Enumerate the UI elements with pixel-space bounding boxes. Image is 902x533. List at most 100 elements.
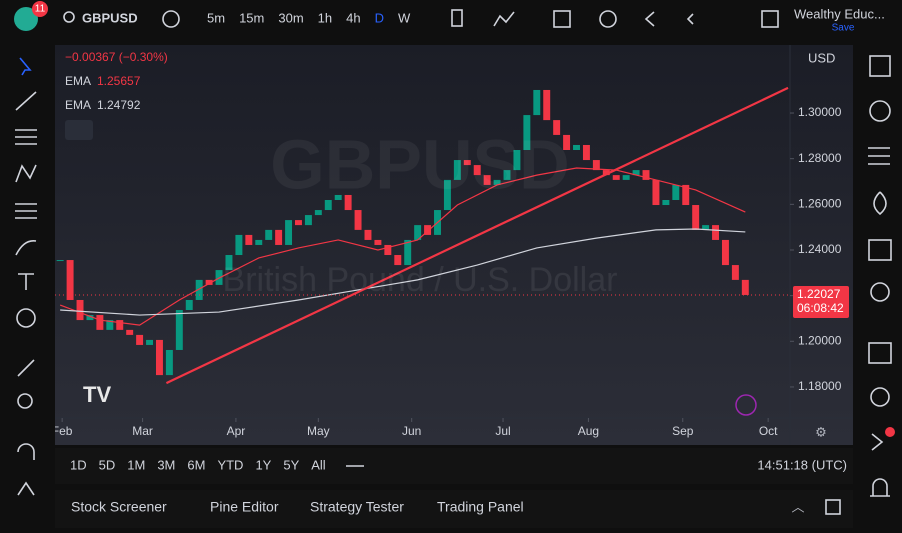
range-button[interactable]: 3M bbox=[157, 457, 175, 472]
undo[interactable] bbox=[686, 13, 694, 25]
x-tick-label: Oct bbox=[759, 424, 778, 438]
hotlist[interactable] bbox=[873, 191, 887, 216]
y-tick-label: 1.30000 bbox=[798, 105, 842, 119]
search-icon[interactable] bbox=[63, 11, 75, 23]
range-button[interactable]: 5D bbox=[99, 457, 116, 472]
interval[interactable]: 30m bbox=[278, 10, 303, 25]
logo[interactable] bbox=[14, 7, 38, 31]
candle-body bbox=[285, 220, 293, 245]
candle-body bbox=[116, 320, 124, 330]
notifications[interactable] bbox=[871, 433, 884, 451]
candle-body bbox=[76, 299, 84, 321]
save[interactable]: Save bbox=[832, 23, 855, 34]
candle-body bbox=[741, 279, 749, 295]
ema-value: 1.25657 bbox=[97, 74, 141, 88]
candle-body bbox=[652, 179, 660, 206]
interval[interactable]: W bbox=[398, 10, 411, 25]
interval[interactable]: 15m bbox=[239, 10, 264, 25]
icon-tool[interactable] bbox=[16, 308, 36, 328]
range-button[interactable]: 5Y bbox=[283, 457, 299, 472]
calendar[interactable] bbox=[868, 239, 892, 261]
panel-tab[interactable]: Strategy Tester bbox=[310, 499, 404, 515]
replay-icon[interactable] bbox=[644, 11, 655, 27]
projection-tool[interactable] bbox=[15, 203, 37, 219]
text-tool[interactable] bbox=[18, 273, 34, 290]
alerts[interactable] bbox=[869, 100, 891, 122]
range-button[interactable]: 6M bbox=[187, 457, 205, 472]
lock-tool[interactable] bbox=[17, 481, 35, 496]
change: −0.00367 (−0.30%) bbox=[65, 50, 168, 64]
range-button[interactable]: 1D bbox=[70, 457, 87, 472]
candle-body bbox=[543, 89, 551, 121]
y-tick-label: 1.20000 bbox=[798, 333, 842, 347]
candle-body bbox=[265, 229, 273, 240]
range-button[interactable]: All bbox=[311, 457, 326, 472]
collapse-legend[interactable] bbox=[65, 120, 93, 140]
candle-body bbox=[96, 315, 104, 330]
candle-body bbox=[146, 339, 154, 345]
x-tick-label: May bbox=[307, 424, 330, 438]
candle-body bbox=[86, 315, 94, 321]
right-toolbar bbox=[868, 55, 892, 497]
account[interactable]: Wealthy Educ... bbox=[794, 6, 885, 21]
settings[interactable]: ⚙ bbox=[815, 424, 827, 439]
interval[interactable]: 1h bbox=[318, 10, 332, 25]
badge bbox=[32, 1, 48, 17]
x-tick-label: Aug bbox=[578, 424, 599, 438]
fullscreen[interactable] bbox=[761, 10, 779, 28]
range-button[interactable]: 1M bbox=[127, 457, 145, 472]
help[interactable] bbox=[870, 387, 890, 407]
candle-body bbox=[374, 239, 382, 245]
ema-line bbox=[59, 167, 746, 326]
trend-tool[interactable] bbox=[15, 91, 37, 111]
ideas[interactable] bbox=[870, 282, 890, 302]
y-tick-label: 1.24000 bbox=[798, 242, 842, 256]
watchlist[interactable] bbox=[869, 55, 891, 77]
cursor-tool[interactable] bbox=[19, 57, 32, 76]
ai-assistant[interactable] bbox=[868, 342, 892, 364]
interval[interactable]: 4h bbox=[346, 10, 360, 25]
candle-body bbox=[404, 239, 412, 266]
candle-body bbox=[582, 144, 590, 161]
indicators-icon[interactable] bbox=[493, 11, 515, 27]
candle-body bbox=[225, 255, 233, 271]
symbol[interactable]: GBPUSD bbox=[82, 10, 138, 25]
trend-line bbox=[165, 86, 789, 385]
interval[interactable]: D bbox=[375, 10, 384, 25]
zoom-tool[interactable] bbox=[17, 393, 33, 409]
pattern-tool[interactable] bbox=[15, 164, 37, 183]
candle-body bbox=[364, 229, 372, 240]
candle-body bbox=[533, 89, 541, 116]
notification-dot bbox=[885, 427, 895, 437]
interval[interactable]: 5m bbox=[207, 10, 225, 25]
ema-label: EMA bbox=[65, 98, 91, 112]
candle-body bbox=[354, 210, 362, 230]
fib-tool[interactable] bbox=[15, 129, 37, 145]
layout-icon[interactable] bbox=[553, 10, 571, 28]
panel-tab[interactable]: Pine Editor bbox=[210, 499, 279, 515]
alert-icon[interactable] bbox=[599, 10, 617, 28]
candle-body bbox=[205, 279, 213, 285]
candles-icon[interactable] bbox=[451, 9, 463, 27]
collapse[interactable]: ︿ bbox=[791, 499, 804, 514]
add-symbol[interactable] bbox=[162, 10, 180, 28]
candle-body bbox=[304, 215, 312, 226]
lightning[interactable] bbox=[735, 394, 757, 416]
candle-body bbox=[493, 179, 501, 185]
candle-body bbox=[136, 334, 144, 345]
brush-tool[interactable] bbox=[15, 239, 37, 256]
currency[interactable]: USD bbox=[808, 50, 835, 65]
range-button[interactable]: YTD bbox=[217, 457, 243, 472]
panel-tab[interactable]: Trading Panel bbox=[437, 499, 524, 515]
data-window[interactable] bbox=[868, 147, 890, 165]
y-tick-label: 1.28000 bbox=[798, 151, 842, 165]
bell[interactable] bbox=[870, 478, 890, 497]
panel-tab[interactable]: Stock Screener bbox=[71, 499, 167, 515]
candle-body bbox=[344, 194, 352, 211]
candle-body bbox=[245, 234, 253, 245]
measure-tool[interactable] bbox=[17, 359, 35, 377]
range-button[interactable]: 1Y bbox=[255, 457, 271, 472]
range-bar bbox=[55, 448, 853, 484]
maximize[interactable] bbox=[825, 499, 841, 515]
magnet-tool[interactable] bbox=[17, 443, 35, 460]
